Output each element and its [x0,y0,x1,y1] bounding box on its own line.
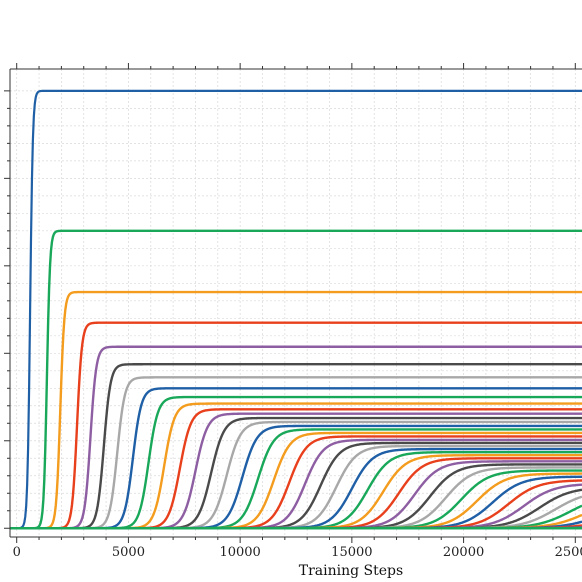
x-tick-label: 5000 [112,545,145,560]
x-tick-label: 0 [13,545,21,560]
series-line-3 [10,290,582,530]
x-tick-label: 25000 [555,545,582,560]
series-line-5 [10,345,582,530]
series-line-4 [10,321,582,530]
series-line-2 [10,229,582,530]
x-tick-label: 15000 [331,545,372,560]
x-axis-label: Training Steps [299,563,403,579]
x-tick-label: 10000 [219,545,260,560]
series-lines [10,89,582,530]
axes [9,68,582,538]
axis-ticks [4,63,576,543]
series-line-7 [10,376,582,530]
x-tick-labels: 0 5000 10000 15000 20000 25000 [13,545,582,560]
x-tick-label: 20000 [443,545,484,560]
series-line-6 [10,363,582,530]
series-line-1 [10,89,582,530]
